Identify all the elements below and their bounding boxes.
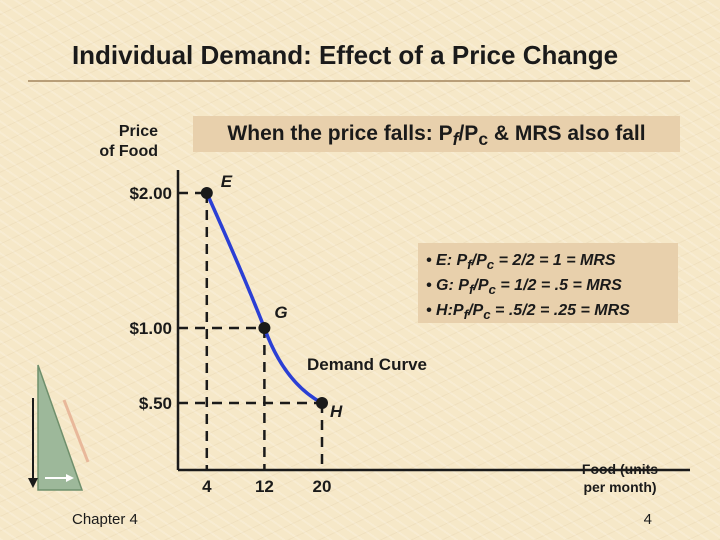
mrs-line-2: • G: Pf/Pc = 1/2 = .5 = MRS (426, 277, 622, 298)
tick-labels: $2.00 $1.00 $.50 4 12 20 (129, 184, 331, 496)
price-fall-banner: When the price falls: Pf/Pc & MRS also f… (193, 116, 680, 152)
x-tick-12: 12 (255, 477, 274, 496)
y-axis-label-line1: Price (118, 123, 158, 140)
title-divider (28, 80, 690, 82)
page-title: Individual Demand: Effect of a Price Cha… (71, 40, 619, 70)
point-label-H: H (330, 402, 343, 421)
banner-sub-c: c (478, 129, 489, 150)
mrs-line-3: • H:Pf/Pc = .5/2 = .25 = MRS (426, 302, 630, 323)
y-tick-$2.00: $2.00 (129, 184, 172, 203)
x-axis-label-line1: Food (units (581, 461, 659, 477)
guide-lines (178, 191, 324, 470)
footer-page-number: 4 (643, 511, 652, 528)
ramp-triangle (37, 364, 84, 491)
data-points: E G H (200, 172, 343, 421)
y-axis-label-line2: of Food (99, 143, 158, 160)
ramp-arrow-head (28, 478, 38, 488)
demand-curve-label: Demand Curve (307, 355, 427, 374)
x-tick-20: 20 (313, 477, 332, 496)
x-tick-4: 4 (202, 477, 212, 496)
banner-suffix: & MRS also fall (488, 122, 646, 145)
point-E (200, 187, 213, 199)
ramp-highlight (62, 399, 90, 463)
footer-chapter: Chapter 4 (72, 511, 138, 528)
banner-sub-f: f (452, 129, 459, 150)
banner-prefix: When the price falls: P (227, 122, 453, 145)
y-tick-$1.00: $1.00 (129, 319, 172, 338)
point-G (258, 322, 271, 334)
ramp-right-arrow-head (66, 474, 74, 482)
decorative-ramp (28, 364, 90, 491)
point-label-G: G (274, 303, 287, 322)
x-axis-label-line2: per month) (583, 479, 657, 495)
point-H (316, 397, 328, 409)
point-label-E: E (221, 172, 233, 191)
mrs-info-box: • E: Pf/Pc = 2/2 = 1 = MRS • G: Pf/Pc = 1… (418, 243, 678, 323)
y-axis-label: Price of Food (70, 122, 158, 162)
banner-mid: /P (458, 122, 479, 145)
x-axis-label: Food (units per month) (565, 460, 675, 496)
y-tick-$.50: $.50 (139, 394, 172, 413)
chart-axes (176, 170, 690, 472)
mrs-line-1: • E: Pf/Pc = 2/2 = 1 = MRS (426, 252, 616, 273)
